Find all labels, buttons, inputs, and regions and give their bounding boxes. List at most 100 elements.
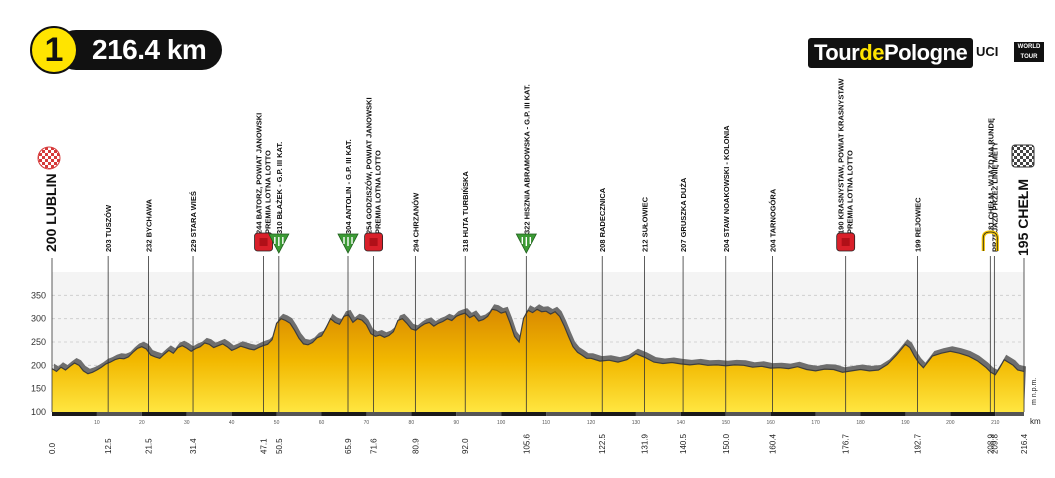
x-tick-label: 71.6 xyxy=(370,438,379,454)
x-minor-tick-label: 170 xyxy=(811,420,820,426)
x-tick-label: 122.5 xyxy=(598,433,607,454)
category-mark xyxy=(274,237,284,246)
km-axis-segment xyxy=(546,412,592,416)
waypoint-label: 310 BŁAŻEK - G.P. III KAT. xyxy=(275,142,284,234)
y-tick-label: 150 xyxy=(31,384,46,394)
km-axis-segment xyxy=(501,412,547,416)
start-label: 200 LUBLIN xyxy=(43,173,59,252)
km-axis-segment xyxy=(950,412,996,416)
waypoint-label: 199 REJOWIEC xyxy=(914,197,923,252)
x-axis-label: km xyxy=(1030,417,1041,426)
waypoint-label: 318 HUTA TURBIŃSKA xyxy=(461,171,470,252)
x-tick-label: 176.7 xyxy=(842,433,851,454)
elevation-line xyxy=(51,308,1025,376)
x-tick-label: 12.5 xyxy=(104,438,113,454)
x-minor-tick-label: 50 xyxy=(274,420,280,426)
x-tick-label: 21.5 xyxy=(145,438,154,454)
x-minor-tick-label: 80 xyxy=(409,420,415,426)
y-tick-label: 200 xyxy=(31,360,46,370)
waypoint-label: 208 RADECZNICA xyxy=(598,187,607,252)
x-minor-tick-label: 70 xyxy=(364,420,370,426)
y-tick-label: 300 xyxy=(31,314,46,324)
finish-label: 195 CHEŁM xyxy=(1015,179,1031,256)
km-axis-segment xyxy=(96,412,142,416)
x-tick-label: 80.9 xyxy=(411,438,420,454)
x-tick-label: 140.5 xyxy=(679,433,688,454)
x-minor-tick-label: 200 xyxy=(946,420,955,426)
waypoint-label: PRZEJAZD PRZEZ LINIĘ METY xyxy=(990,142,999,252)
sprint-icon-inner xyxy=(369,238,378,246)
waypoint-label: 232 BYCHAWA xyxy=(145,198,154,252)
x-minor-tick-label: 190 xyxy=(901,420,910,426)
km-axis-segment xyxy=(725,412,771,416)
waypoint-label: 190 KRASNYSTAW, POWIAT KRASNYSTAW xyxy=(837,78,846,234)
km-axis-segment xyxy=(456,412,502,416)
x-minor-tick-label: 130 xyxy=(632,420,641,426)
x-minor-tick-label: 140 xyxy=(677,420,686,426)
x-tick-label: 160.4 xyxy=(768,433,777,454)
x-minor-tick-label: 20 xyxy=(139,420,145,426)
km-axis-segment xyxy=(770,412,816,416)
km-axis-segment xyxy=(995,412,1024,416)
x-minor-tick-label: 160 xyxy=(766,420,775,426)
x-minor-tick-label: 90 xyxy=(453,420,459,426)
brand-logos: TourdePologne UCI WORLD TOUR xyxy=(808,38,1048,70)
km-axis-segment xyxy=(411,412,457,416)
km-axis-segment xyxy=(815,412,861,416)
waypoint-label: 304 ANTOLIN - G.P. III KAT. xyxy=(344,139,353,234)
km-axis-segment xyxy=(680,412,726,416)
x-tick-label: 50.5 xyxy=(275,438,284,454)
x-minor-tick-label: 30 xyxy=(184,420,190,426)
x-minor-tick-label: 120 xyxy=(587,420,596,426)
x-tick-label: 65.9 xyxy=(344,438,353,454)
waypoint-label: 294 CHRZANÓW xyxy=(411,192,420,252)
km-axis-segment xyxy=(321,412,367,416)
km-axis-segment xyxy=(141,412,187,416)
x-minor-tick-label: 110 xyxy=(542,420,550,426)
waypoint-sublabel: PREMIA LOTNA LOTTO xyxy=(846,150,855,234)
tour-de-pologne-logo: TourdePologne xyxy=(808,38,974,68)
x-minor-tick-label: 60 xyxy=(319,420,325,426)
x-minor-tick-label: 10 xyxy=(94,420,100,426)
y-tick-label: 100 xyxy=(31,407,46,417)
waypoint-label: 203 TUSZÓW xyxy=(104,204,113,252)
waypoint-label: 204 TARNOGÓRA xyxy=(768,188,777,252)
finish-flag-icon xyxy=(1011,144,1035,168)
km-axis-segment xyxy=(860,412,906,416)
y-tick-label: 350 xyxy=(31,290,46,300)
elevation-area xyxy=(52,309,1024,412)
waypoint-label: 181 CHEŁM - WJAZD NA RUNDĘ xyxy=(986,118,995,234)
category-mark xyxy=(521,237,532,246)
x-tick-label: 0.0 xyxy=(48,442,57,454)
sprint-icon-inner xyxy=(841,238,850,246)
x-minor-tick-label: 180 xyxy=(856,420,865,426)
km-axis-segment xyxy=(591,412,636,416)
x-tick-label: 131.9 xyxy=(640,433,649,454)
waypoint-label: 204 STAW NOAKOWSKI - KOLONIA xyxy=(722,125,731,252)
sprint-icon-inner xyxy=(259,238,268,246)
waypoint-sublabel: PREMIA LOTNA LOTTO xyxy=(374,150,383,234)
km-axis-segment xyxy=(231,412,277,416)
waypoint-label: 254 GODZISZÓW, POWIAT JANOWSKI xyxy=(365,97,374,234)
stage-number: 1 xyxy=(30,26,78,74)
lap-entry-outline xyxy=(982,231,998,251)
x-tick-label: 150.0 xyxy=(722,433,731,454)
x-minor-tick-label: 100 xyxy=(497,420,506,426)
waypoint-sublabel: PREMIA LOTNA LOTTO xyxy=(264,150,273,234)
y-tick-label: 250 xyxy=(31,337,46,347)
km-axis-segment xyxy=(186,412,232,416)
start-flag-icon xyxy=(37,146,61,170)
km-axis-segment xyxy=(52,412,97,416)
x-minor-tick-label: 40 xyxy=(229,420,235,426)
distance-pill xyxy=(56,30,222,70)
stage-badge: 1 216.4 km xyxy=(30,26,222,74)
km-axis-segment xyxy=(635,412,681,416)
waypoint-label: 322 HISZNIA ABRAMOWSKA - G.P. III KAT. xyxy=(522,84,531,234)
uci-logo: UCI xyxy=(976,44,999,59)
x-tick-label: 47.1 xyxy=(260,438,269,454)
x-minor-tick-label: 150 xyxy=(722,420,731,426)
x-minor-tick-label: 210 xyxy=(991,420,1000,426)
y-axis-label: m n.p.m. xyxy=(1031,378,1038,405)
